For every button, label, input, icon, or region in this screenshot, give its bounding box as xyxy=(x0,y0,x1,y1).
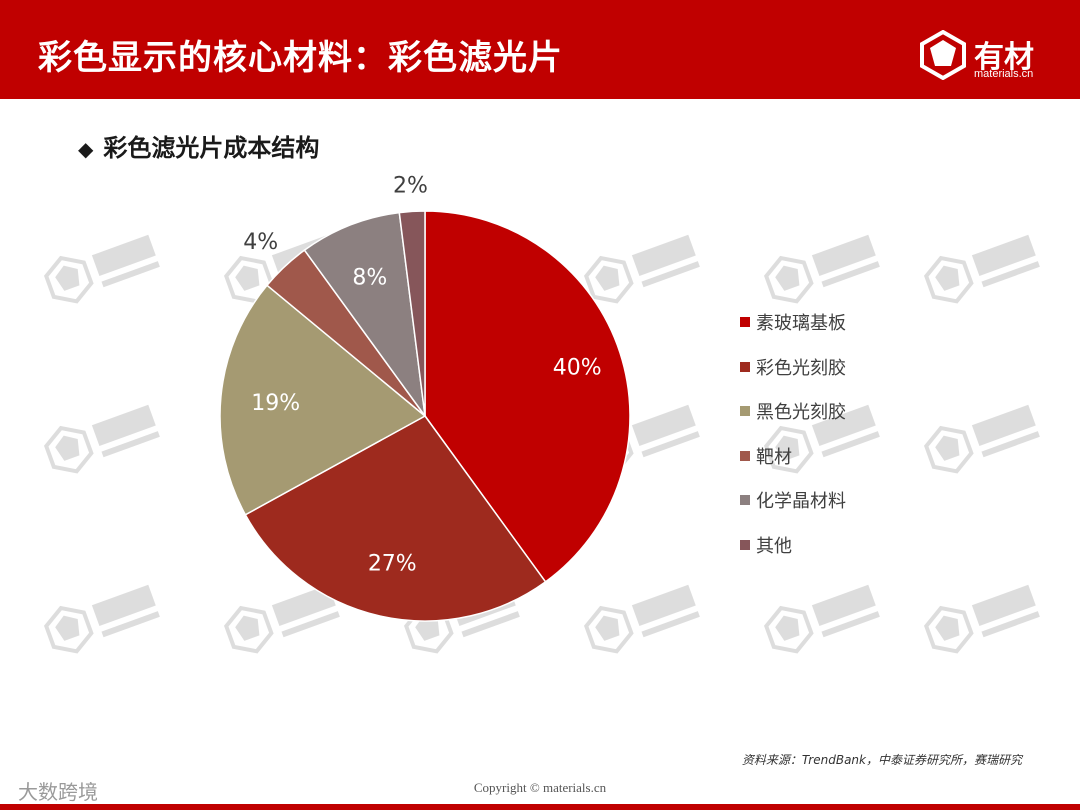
legend-swatch xyxy=(740,361,750,372)
legend-swatch xyxy=(740,406,750,417)
legend-swatch xyxy=(740,317,750,328)
legend-label: 靶材 xyxy=(756,446,792,468)
pie-slice xyxy=(424,210,631,583)
chart-legend: 素玻璃基板彩色光刻胶黑色光刻胶靶材化学晶材料其他 xyxy=(740,300,846,567)
logo-subtext: materials.cn xyxy=(974,68,1034,80)
legend-label: 黑色光刻胶 xyxy=(756,402,846,424)
header-bar: 彩色显示的核心材料：彩色滤光片 有材 materials.cn xyxy=(0,0,1080,99)
pie-slice xyxy=(398,210,426,417)
data-label: 27% xyxy=(368,551,417,576)
legend-item: 彩色光刻胶 xyxy=(740,345,846,390)
pie-slice xyxy=(244,415,547,622)
data-label: 19% xyxy=(251,391,300,416)
corner-watermark: 大数跨境 xyxy=(18,776,98,805)
legend-item: 化学晶材料 xyxy=(740,478,846,523)
legend-item: 素玻璃基板 xyxy=(740,300,846,345)
legend-label: 化学晶材料 xyxy=(756,491,846,513)
data-label: 40% xyxy=(553,356,602,381)
brand-logo: 有材 materials.cn xyxy=(918,30,1058,90)
legend-label: 其他 xyxy=(756,535,792,557)
logo-text: 有材 xyxy=(974,40,1034,75)
legend-item: 黑色光刻胶 xyxy=(740,389,846,434)
legend-swatch xyxy=(740,539,750,550)
data-label: 2% xyxy=(393,173,428,198)
diamond-bullet-icon: ◆ xyxy=(78,137,94,161)
pie-slice xyxy=(219,284,427,516)
source-note: 资料来源：TrendBank，中泰证券研究所，赛瑞研究 xyxy=(741,753,1022,767)
corner-watermark-text: 大数跨境 xyxy=(18,780,98,804)
pie-slice xyxy=(303,211,426,417)
copyright-text: Copyright © materials.cn xyxy=(473,780,607,795)
data-label: 4% xyxy=(243,230,278,255)
data-label: 8% xyxy=(352,266,387,291)
logo-icon xyxy=(920,30,966,80)
legend-item: 靶材 xyxy=(740,434,846,479)
section-heading-text: 彩色滤光片成本结构 xyxy=(103,134,320,162)
bottom-bar xyxy=(0,804,1080,810)
legend-label: 彩色光刻胶 xyxy=(756,357,846,379)
section-heading: ◆ 彩色滤光片成本结构 xyxy=(78,128,319,163)
legend-item: 其他 xyxy=(740,523,846,568)
legend-swatch xyxy=(740,450,750,461)
legend-swatch xyxy=(740,495,750,506)
page-title: 彩色显示的核心材料：彩色滤光片 xyxy=(38,38,563,78)
legend-label: 素玻璃基板 xyxy=(756,313,846,335)
